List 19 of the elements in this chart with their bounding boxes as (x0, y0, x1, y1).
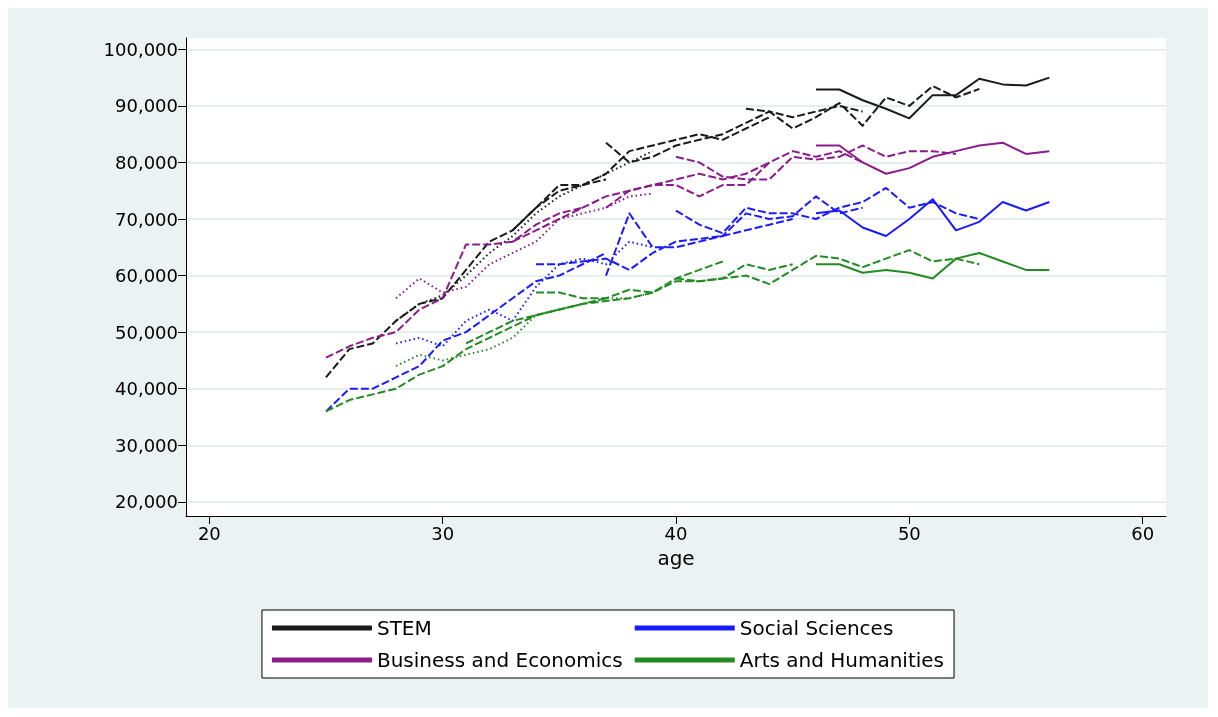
x-axis-title: age (657, 546, 695, 570)
y-tick-label: 100,000 (103, 38, 178, 60)
x-tick-label: 60 (1131, 522, 1155, 544)
legend-label: Arts and Humanities (739, 648, 945, 672)
x-tick-label: 30 (431, 522, 455, 544)
y-tick-label: 80,000 (115, 151, 178, 173)
y-tick-label: 30,000 (115, 434, 178, 456)
y-tick-label: 20,000 (115, 491, 178, 513)
legend-label: Social Sciences (739, 616, 894, 640)
x-tick-label: 50 (897, 522, 921, 544)
y-tick-label: 60,000 (115, 265, 178, 287)
legend-label: Business and Economics (376, 648, 623, 672)
legend-label: STEM (376, 616, 432, 640)
y-tick-label: 40,000 (115, 378, 178, 400)
x-tick-label: 40 (664, 522, 688, 544)
x-tick-label: 20 (197, 522, 221, 544)
y-tick-label: 90,000 (115, 95, 178, 117)
y-tick-label: 70,000 (115, 208, 178, 230)
y-tick-label: 50,000 (115, 321, 178, 343)
